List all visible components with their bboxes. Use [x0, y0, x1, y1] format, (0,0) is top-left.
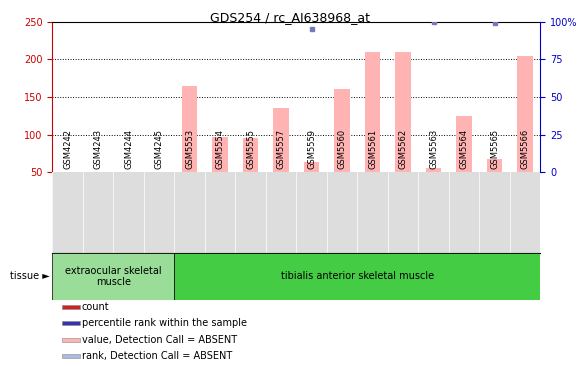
Text: extraocular skeletal
muscle: extraocular skeletal muscle — [65, 265, 162, 287]
Bar — [335, 89, 350, 172]
Text: tibialis anterior skeletal muscle: tibialis anterior skeletal muscle — [281, 271, 434, 281]
Bar — [213, 137, 228, 172]
Bar — [304, 162, 319, 172]
Bar — [274, 108, 289, 172]
Text: percentile rank within the sample: percentile rank within the sample — [81, 318, 246, 328]
Bar — [396, 52, 411, 172]
Bar — [365, 52, 380, 172]
Bar — [62, 354, 80, 358]
Text: value, Detection Call = ABSENT: value, Detection Call = ABSENT — [81, 335, 236, 345]
Bar — [62, 338, 80, 341]
Text: count: count — [81, 302, 109, 312]
Bar — [182, 86, 197, 172]
Bar — [426, 168, 441, 172]
Bar — [518, 56, 533, 172]
Text: rank, Detection Call = ABSENT: rank, Detection Call = ABSENT — [81, 351, 232, 361]
Bar — [487, 159, 502, 172]
Bar — [174, 253, 540, 300]
Bar — [457, 116, 472, 172]
Bar — [62, 321, 80, 325]
Bar — [62, 305, 80, 309]
Bar — [243, 138, 258, 172]
Text: tissue ►: tissue ► — [10, 271, 49, 281]
Text: GDS254 / rc_AI638968_at: GDS254 / rc_AI638968_at — [210, 11, 371, 24]
Bar — [52, 253, 174, 300]
